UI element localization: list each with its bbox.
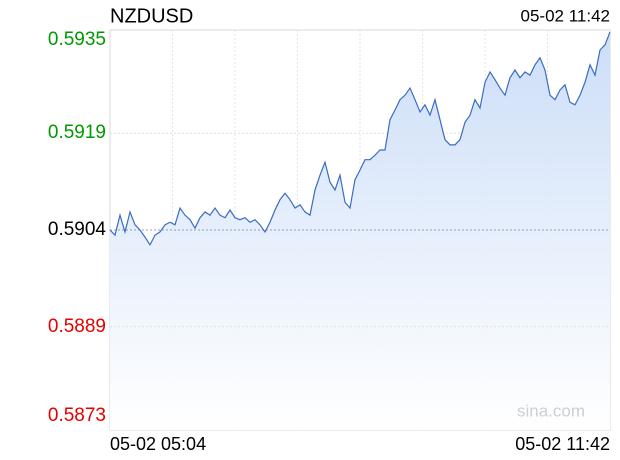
price-area (110, 31, 610, 430)
y-tick-label: 0.5904 (48, 219, 107, 240)
chart-title: NZDUSD (110, 5, 193, 27)
y-tick-label: 0.5935 (48, 29, 106, 50)
x-tick-label: 05-02 05:04 (110, 434, 206, 454)
price-line (109, 31, 611, 247)
y-tick-label: 0.5919 (48, 122, 106, 143)
current-time: 05-02 11:42 (521, 6, 610, 25)
watermark: sina.com (517, 401, 585, 420)
y-tick-label: 0.5873 (48, 405, 106, 426)
y-tick-label: 0.5889 (48, 316, 106, 337)
x-tick-label: 05-02 11:42 (515, 434, 610, 454)
